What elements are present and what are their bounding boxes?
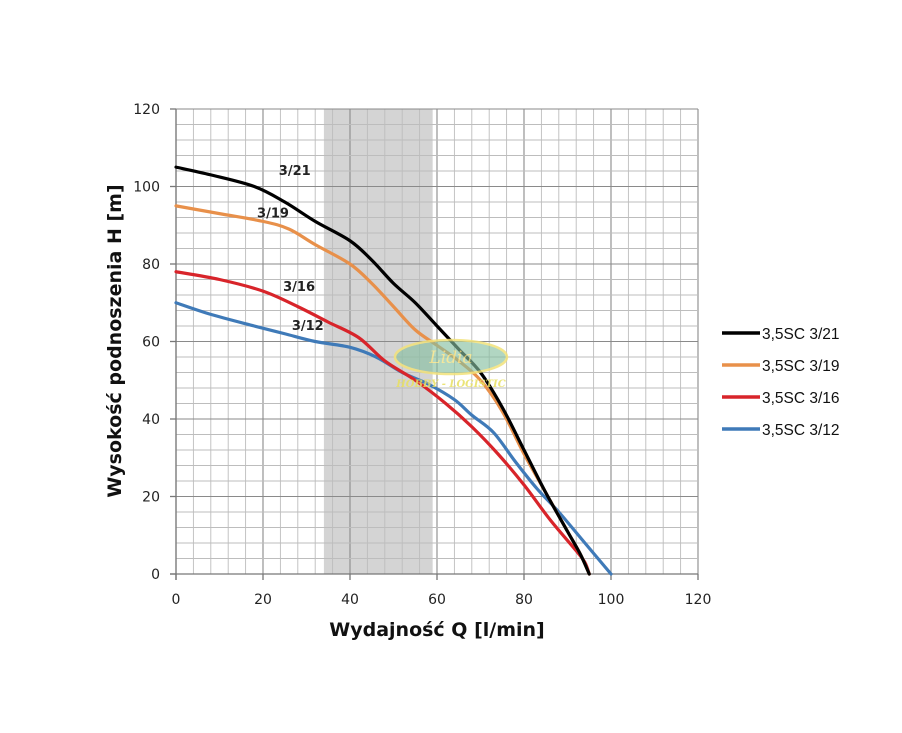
watermark-logo-text: Lidia — [428, 348, 472, 368]
x-tick-label: 0 — [172, 592, 181, 608]
series-line-3-21 — [174, 165, 591, 576]
y-tick-label: 80 — [142, 257, 160, 273]
x-axis-title: Wydajność Q [l/min] — [329, 619, 544, 641]
y-tick-label: 20 — [142, 490, 160, 506]
series-layer — [174, 165, 613, 576]
x-tick-labels: 0 20 40 60 80 100 120 — [172, 592, 712, 608]
watermark-sub-text: HOBBY - LOGISTIC — [395, 379, 505, 390]
grid-layer — [175, 108, 699, 575]
legend-item-label: 3,5SC 3/21 — [762, 326, 840, 343]
legend: 3,5SC 3/21 3,5SC 3/19 3,5SC 3/16 3,5SC 3/12 — [722, 326, 840, 439]
legend-item-label: 3,5SC 3/19 — [762, 358, 840, 375]
y-tick-label: 40 — [142, 412, 160, 428]
y-tick-labels: 0 20 40 60 80 100 120 — [133, 102, 160, 583]
x-tick-label: 40 — [341, 592, 359, 608]
curve-labels: 3/21 3/19 3/16 3/12 — [257, 164, 324, 334]
legend-item-label: 3,5SC 3/12 — [762, 422, 840, 439]
x-tick-label: 20 — [254, 592, 272, 608]
curve-label-3-12: 3/12 — [292, 319, 324, 334]
watermark-ellipse — [393, 338, 509, 376]
curve-label-3-21: 3/21 — [279, 164, 311, 179]
y-axis-title: Wysokość podnoszenia H [m] — [104, 184, 126, 497]
y-tick-label: 100 — [133, 180, 160, 196]
y-tick-label: 120 — [133, 102, 160, 118]
x-tick-label: 80 — [515, 592, 533, 608]
series-line-3-12 — [174, 301, 613, 576]
watermark: Lidia HOBBY - LOGISTIC — [393, 338, 509, 390]
y-tick-label: 0 — [151, 567, 160, 583]
x-tick-label: 120 — [685, 592, 712, 608]
curve-label-3-16: 3/16 — [283, 280, 315, 295]
y-tick-label: 60 — [142, 335, 160, 351]
x-tick-label: 100 — [598, 592, 625, 608]
series-line-3-16 — [174, 270, 591, 576]
x-tick-label: 60 — [428, 592, 446, 608]
legend-item-label: 3,5SC 3/16 — [762, 390, 840, 407]
curve-label-3-19: 3/19 — [257, 207, 289, 222]
